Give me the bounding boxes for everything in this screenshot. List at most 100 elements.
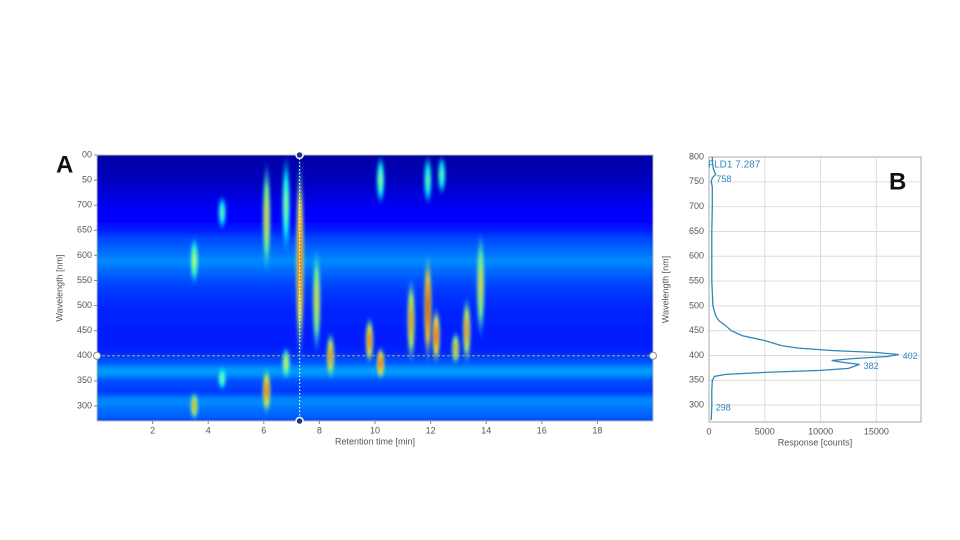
y-tick-label: 550: [77, 275, 92, 285]
background-band: [97, 295, 653, 307]
spectrum-line: [710, 157, 899, 421]
background-band: [97, 335, 653, 347]
background-band: [97, 175, 653, 186]
peak: [326, 330, 336, 381]
panel-letter: B: [889, 168, 906, 195]
x-tick-label: 16: [537, 425, 547, 435]
background-band: [97, 195, 653, 206]
y-axis-label: Wavelength [nm]: [660, 256, 670, 323]
panel-letter: A: [56, 151, 73, 178]
background-band: [97, 265, 653, 276]
background-band: [97, 385, 653, 397]
peak: [451, 330, 461, 366]
x-tick-label: 18: [592, 425, 602, 435]
background-band: [97, 375, 653, 387]
y-tick-label: 500: [77, 300, 92, 310]
chart-layer: 2 4 6 8 10 12 14 16 18 00 50 700 650 600 550 500 450 400 3…: [54, 149, 922, 447]
background-band: [97, 325, 653, 337]
peak: [281, 345, 291, 381]
y-tick-label: 00: [82, 149, 92, 159]
peak: [281, 155, 291, 256]
background-band: [97, 275, 653, 286]
x-tick-label: 8: [317, 425, 322, 435]
y-tick-label: 500: [689, 300, 704, 310]
y-tick-label: 600: [689, 251, 704, 261]
y-tick-label: 650: [77, 225, 92, 235]
peak: [462, 295, 472, 366]
cursor-handle: [295, 416, 304, 426]
y-tick-label: 550: [689, 275, 704, 285]
y-tick-label: 450: [689, 325, 704, 335]
y-tick-label: 350: [77, 375, 92, 385]
x-tick-label: 0: [706, 426, 711, 436]
cursor-handle: [93, 351, 101, 360]
y-tick-label: 400: [689, 350, 704, 360]
x-tick-label: 4: [206, 425, 211, 435]
peak-label: 382: [864, 361, 879, 371]
peak: [189, 235, 199, 286]
background-band: [97, 365, 653, 377]
peak: [376, 345, 386, 381]
background-band: [97, 215, 653, 226]
x-tick-label: 6: [261, 425, 266, 435]
heatmap-peaks: [189, 155, 486, 421]
background-band: [97, 405, 653, 417]
x-tick-label: 14: [481, 425, 491, 435]
background-band: [97, 415, 653, 421]
background-band: [97, 225, 653, 236]
peak: [217, 195, 227, 231]
x-tick-label: 10: [370, 425, 380, 435]
peak-label: 758: [716, 174, 731, 184]
background-band: [97, 165, 653, 176]
plot-frame: [708, 156, 922, 423]
background-band: [97, 155, 653, 159]
x-tick-label: 5000: [755, 426, 775, 436]
peak: [423, 250, 433, 366]
peak: [364, 315, 374, 366]
background-band: [97, 305, 653, 317]
peak-label: 402: [903, 351, 918, 361]
background-band: [97, 235, 653, 246]
y-tick-label: 650: [689, 226, 704, 236]
y-tick-label: 50: [82, 174, 92, 184]
x-tick-label: 12: [426, 425, 436, 435]
background-band: [97, 185, 653, 196]
peak: [189, 390, 199, 421]
background-band: [97, 315, 653, 327]
x-tick-label: 10000: [808, 426, 833, 436]
x-tick-label: 15000: [864, 426, 889, 436]
peak-label: 298: [716, 402, 731, 412]
background-band: [97, 205, 653, 216]
peak: [312, 245, 322, 356]
background-band: [97, 355, 653, 367]
chart-title: FLD1 7.287: [708, 160, 761, 171]
peak: [437, 155, 447, 196]
x-axis-label: Response [counts]: [778, 437, 853, 447]
y-tick-label: 450: [77, 325, 92, 335]
peak: [406, 275, 416, 366]
background-band: [97, 255, 653, 266]
peak: [431, 305, 441, 366]
y-tick-label: 800: [689, 151, 704, 161]
y-tick-label: 600: [77, 250, 92, 260]
y-tick-label: 350: [689, 375, 704, 385]
peak: [376, 155, 386, 206]
background-band: [97, 395, 653, 407]
peak: [262, 160, 272, 276]
cursor-handle: [295, 150, 304, 160]
peak: [262, 365, 272, 416]
background-band: [97, 245, 653, 256]
background-band: [97, 345, 653, 357]
x-tick-label: 2: [150, 425, 155, 435]
heatmap-background: [97, 155, 653, 421]
y-tick-label: 700: [689, 201, 704, 211]
y-tick-label: 300: [77, 400, 92, 410]
peak: [476, 230, 486, 341]
peak: [217, 365, 227, 391]
y-axis-label: Wavelength [nm]: [54, 254, 64, 321]
peak: [423, 155, 433, 206]
background-band: [97, 285, 653, 297]
y-tick-label: 400: [77, 350, 92, 360]
cursor-handle: [649, 351, 657, 360]
